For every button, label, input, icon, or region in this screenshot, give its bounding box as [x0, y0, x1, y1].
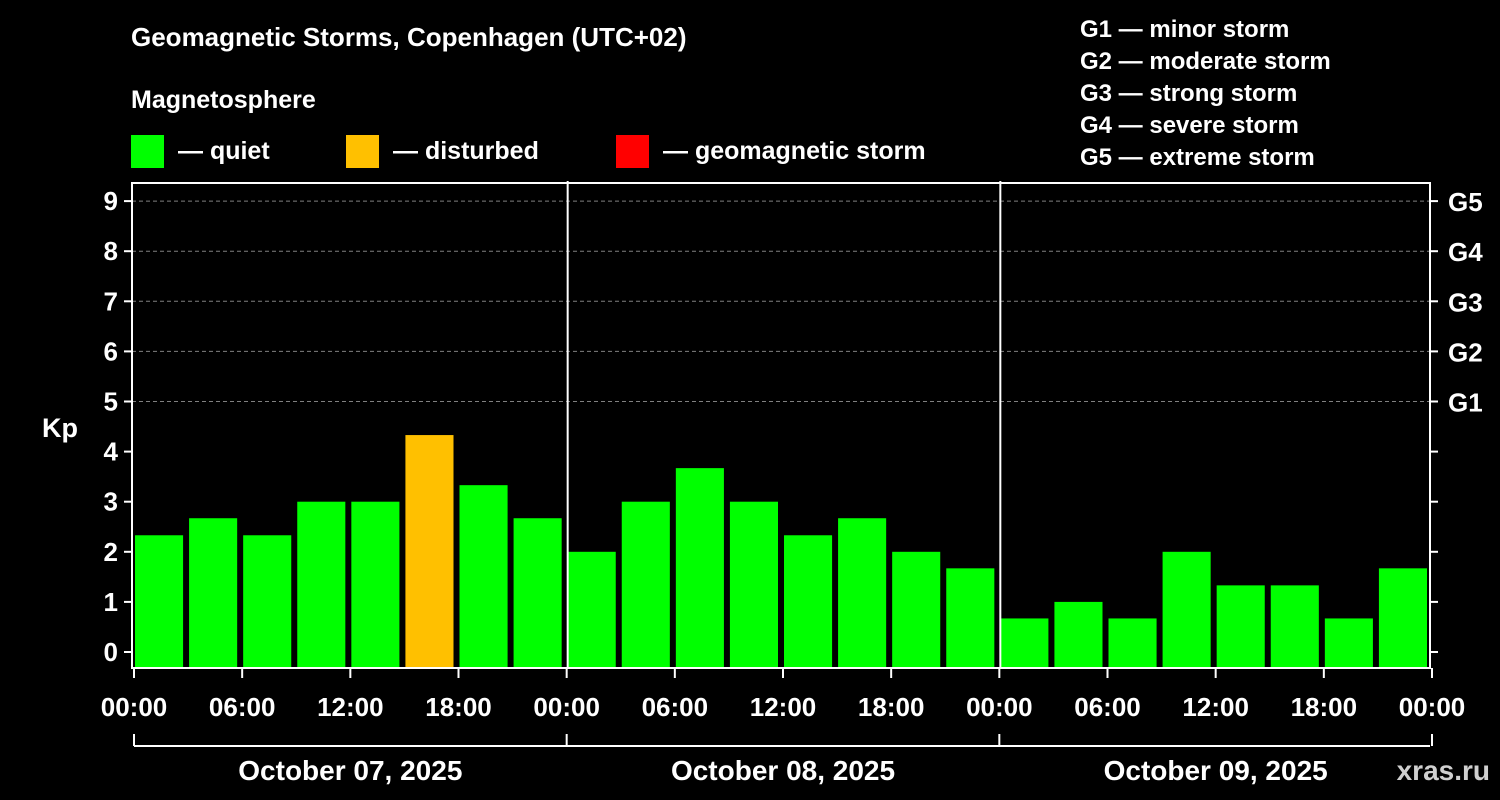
kp-bar-5: [405, 435, 454, 668]
storm-scale-g4: G4 — severe storm: [1080, 112, 1299, 139]
y-tick-label-3: 3: [104, 487, 118, 517]
y-tick-label-7: 7: [104, 286, 118, 316]
kp-bar-12: [784, 535, 833, 668]
y-tick-label-2: 2: [104, 537, 118, 567]
storm-scale-legend: G1 — minor storm G2 — moderate storm G3 …: [1080, 14, 1331, 174]
kp-bar-15: [946, 568, 995, 668]
y-tick-label-1: 1: [104, 587, 118, 617]
kp-bar-16: [1000, 618, 1049, 668]
kp-bar-19: [1162, 551, 1211, 668]
legend-storm: — geomagnetic storm: [616, 134, 926, 168]
kp-bar-9: [621, 501, 670, 668]
chart-title: Geomagnetic Storms, Copenhagen (UTC+02): [131, 22, 687, 52]
kp-bar-20: [1216, 585, 1265, 668]
right-axis-label-G1: G1: [1448, 388, 1483, 418]
x-tick-label-2: 12:00: [317, 692, 384, 722]
x-tick-label-3: 18:00: [425, 692, 492, 722]
kp-bar-17: [1054, 601, 1103, 668]
x-tick-label-6: 12:00: [750, 692, 817, 722]
kp-bar-0: [135, 535, 184, 668]
kp-bar-13: [838, 518, 887, 668]
right-axis-label-G5: G5: [1448, 187, 1483, 217]
legend-storm-label: — geomagnetic storm: [663, 136, 926, 165]
x-tick-label-10: 12:00: [1182, 692, 1249, 722]
right-axis-label-G3: G3: [1448, 287, 1483, 317]
kp-bar-11: [729, 501, 778, 668]
legend-quiet-swatch: [131, 134, 164, 168]
y-tick-label-8: 8: [104, 236, 118, 266]
x-tick-label-9: 06:00: [1074, 692, 1141, 722]
storm-scale-g1: G1 — minor storm: [1080, 16, 1290, 43]
legend-disturbed-swatch: [346, 134, 379, 168]
kp-bar-18: [1108, 618, 1157, 668]
date-label-2: October 09, 2025: [1104, 755, 1328, 786]
x-tick-label-0: 00:00: [101, 692, 168, 722]
y-tick-label-6: 6: [104, 336, 118, 366]
y-tick-label-0: 0: [104, 637, 118, 667]
legend-quiet: — quiet: [131, 134, 270, 168]
x-tick-label-1: 06:00: [209, 692, 276, 722]
y-tick-label-5: 5: [104, 387, 118, 417]
x-tick-label-11: 18:00: [1291, 692, 1358, 722]
legend-subtitle: Magnetosphere: [131, 86, 316, 114]
y-tick-label-9: 9: [104, 186, 118, 216]
x-tick-label-8: 00:00: [966, 692, 1033, 722]
legend-storm-swatch: [616, 134, 649, 168]
kp-bar-3: [297, 501, 346, 668]
kp-bar-7: [513, 518, 562, 668]
storm-scale-g3: G3 — strong storm: [1080, 80, 1298, 107]
kp-bar-21: [1270, 585, 1319, 668]
x-tick-label-12: 00:00: [1399, 692, 1466, 722]
kp-bar-6: [459, 485, 508, 668]
x-tick-label-4: 00:00: [533, 692, 600, 722]
kp-bar-1: [189, 518, 238, 668]
kp-bar-22: [1324, 618, 1373, 668]
right-axis-label-G2: G2: [1448, 337, 1483, 367]
x-tick-label-5: 06:00: [642, 692, 709, 722]
y-tick-label-4: 4: [104, 437, 119, 467]
date-label-0: October 07, 2025: [238, 755, 462, 786]
kp-bar-2: [243, 535, 292, 668]
legend-disturbed-label: — disturbed: [393, 136, 539, 165]
right-axis-label-G4: G4: [1448, 237, 1483, 267]
kp-bar-10: [675, 468, 724, 668]
storm-scale-g2: G2 — moderate storm: [1080, 48, 1331, 75]
kp-bar-8: [567, 551, 616, 668]
plot-frame: [131, 182, 1431, 669]
legend-quiet-label: — quiet: [178, 136, 270, 165]
y-axis-label: Kp: [42, 413, 78, 443]
kp-bar-14: [892, 551, 941, 668]
x-tick-label-7: 18:00: [858, 692, 925, 722]
storm-scale-g5: G5 — extreme storm: [1080, 144, 1315, 171]
date-label-1: October 08, 2025: [671, 755, 895, 786]
kp-bar-23: [1378, 568, 1427, 668]
watermark: xras.ru: [1396, 755, 1490, 786]
legend-disturbed: — disturbed: [346, 134, 539, 168]
kp-bar-4: [351, 501, 400, 668]
